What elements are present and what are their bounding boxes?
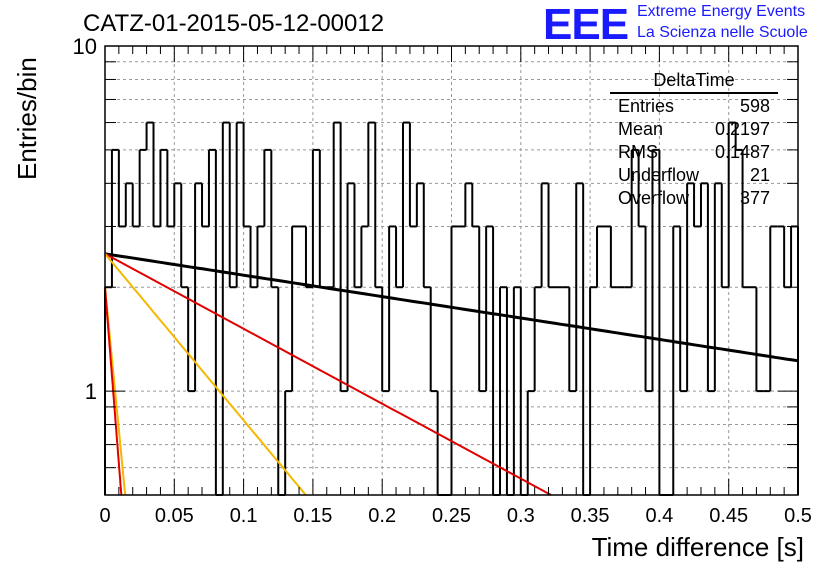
stats-box: DeltaTime Entries 598 Mean 0.2197 RMS 0.… xyxy=(610,70,778,210)
stats-label: RMS xyxy=(618,142,658,162)
stats-row-rms: RMS 0.1487 xyxy=(610,141,778,164)
fit-curve xyxy=(104,287,123,495)
y-axis-label: Entries/bin xyxy=(12,57,42,180)
stats-label: Mean xyxy=(618,119,664,139)
stats-row-overflow: Overflow 377 xyxy=(610,187,778,210)
x-tick-label: 0.3 xyxy=(507,505,535,527)
axis-ticks xyxy=(104,45,799,496)
stats-label: Overflow xyxy=(618,188,690,208)
fit-curve xyxy=(104,253,307,496)
logo-text-line1: Extreme Energy Events xyxy=(637,3,806,20)
x-tick-label: 0.2 xyxy=(368,505,396,527)
stats-value: 598 xyxy=(739,96,770,116)
stats-title: DeltaTime xyxy=(610,70,778,94)
stats-row-mean: Mean 0.2197 xyxy=(610,118,778,141)
x-tick-label: 0.05 xyxy=(155,505,194,527)
tick-labels: 0 0.05 0.1 0.15 0.2 0.25 0.3 0.35 0.4 0.45 0.5 1 10 xyxy=(73,34,812,527)
stats-value: 0.2197 xyxy=(714,119,770,139)
x-tick-label: 0.45 xyxy=(709,505,748,527)
plot-title: CATZ-01-2015-05-12-00012 xyxy=(83,10,385,37)
x-tick-label: 0 xyxy=(99,505,110,527)
logo-text-line2: La Scienza nelle Scuole xyxy=(637,24,808,41)
y-tick-label: 10 xyxy=(73,34,97,59)
x-axis-label: Time difference [s] xyxy=(591,532,804,562)
x-tick-label: 0.1 xyxy=(230,505,258,527)
x-tick-label: 0.15 xyxy=(293,505,332,527)
x-tick-label: 0.4 xyxy=(645,505,673,527)
x-tick-label: 0.25 xyxy=(432,505,471,527)
fit-curve xyxy=(104,252,552,496)
stats-row-entries: Entries 598 xyxy=(610,95,778,118)
stats-label: Underflow xyxy=(618,165,700,185)
histogram-line xyxy=(104,121,799,496)
x-tick-label: 0.5 xyxy=(784,505,812,527)
stats-row-underflow: Underflow 21 xyxy=(610,164,778,187)
y-tick-label: 1 xyxy=(85,379,97,404)
stats-label: Entries xyxy=(618,96,675,116)
x-tick-label: 0.35 xyxy=(571,505,610,527)
fit-curve xyxy=(104,252,799,363)
eee-logo: EEE xyxy=(543,0,629,49)
fit-curves xyxy=(104,252,799,496)
stats-value: 0.1487 xyxy=(714,142,770,162)
stats-value: 377 xyxy=(739,188,770,208)
stats-value: 21 xyxy=(749,165,770,185)
